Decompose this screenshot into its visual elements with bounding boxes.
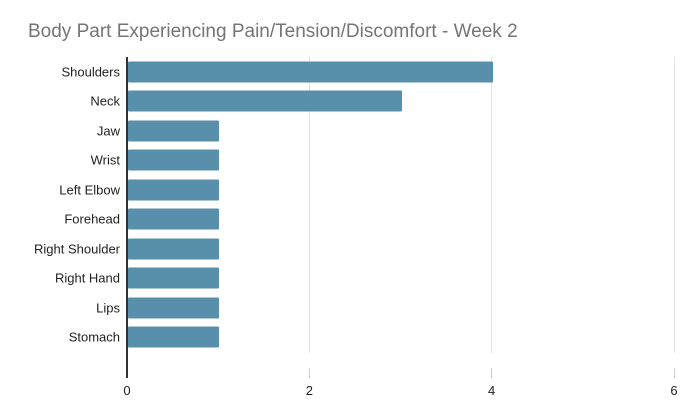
chart-row: Jaw bbox=[97, 116, 674, 146]
category-label: Wrist bbox=[90, 152, 120, 168]
x-tick-mark bbox=[308, 368, 310, 378]
bar-rows: Shoulders Neck Jaw Wrist Left Elbow Forehead R… bbox=[34, 57, 674, 353]
x-tick-mark bbox=[491, 368, 493, 378]
category-label: Neck bbox=[90, 93, 120, 109]
chart-row: Right Shoulder bbox=[34, 234, 674, 264]
chart-row: Lips bbox=[96, 293, 674, 323]
chart-row: Stomach bbox=[69, 323, 674, 353]
chart-row: Neck bbox=[90, 87, 674, 117]
gridline bbox=[673, 57, 675, 353]
chart-row: Wrist bbox=[91, 146, 674, 176]
plot-area: Shoulders Neck Jaw Wrist Left Elbow Forehead R… bbox=[34, 57, 675, 378]
x-tick-label: 6 bbox=[670, 383, 678, 398]
category-label: Right Hand bbox=[54, 270, 120, 286]
gridline bbox=[308, 57, 310, 353]
category-label: Forehead bbox=[64, 211, 120, 227]
category-label: Lips bbox=[96, 300, 120, 316]
bar bbox=[128, 326, 220, 348]
bar bbox=[128, 120, 220, 142]
bar bbox=[128, 208, 220, 230]
category-label: Jaw bbox=[96, 123, 120, 139]
x-tick-label: 2 bbox=[305, 383, 313, 398]
category-label: Left Elbow bbox=[59, 182, 120, 198]
bar bbox=[128, 149, 220, 171]
chart-row: Right Hand bbox=[55, 264, 674, 294]
x-tick-label: 4 bbox=[488, 383, 496, 398]
chart-row: Shoulders bbox=[61, 57, 674, 87]
chart-row: Left Elbow bbox=[59, 175, 674, 205]
x-tick-label: 0 bbox=[123, 383, 131, 398]
y-axis-line bbox=[126, 57, 128, 378]
category-label: Shoulders bbox=[61, 64, 120, 80]
chart-title: Body Part Experiencing Pain/Tension/Disc… bbox=[28, 21, 518, 42]
bar bbox=[128, 267, 220, 289]
bar bbox=[128, 61, 493, 83]
category-label: Right Shoulder bbox=[34, 241, 120, 257]
bar bbox=[128, 238, 220, 260]
bar bbox=[128, 297, 220, 319]
chart-row: Forehead bbox=[64, 205, 674, 235]
bar bbox=[128, 90, 402, 112]
x-tick-mark bbox=[673, 368, 675, 378]
gridline bbox=[491, 57, 493, 353]
category-label: Stomach bbox=[68, 329, 120, 345]
bar bbox=[128, 179, 220, 201]
